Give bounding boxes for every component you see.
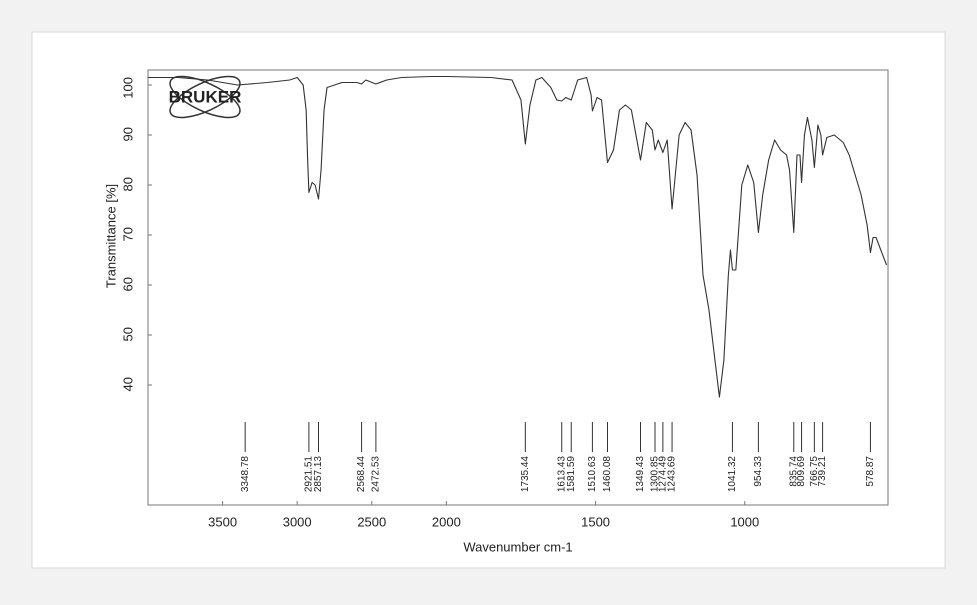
peak-label: 1735.44 (520, 456, 531, 493)
x-tick-label: 2000 (432, 514, 461, 529)
x-axis-label: Wavenumber cm-1 (463, 539, 572, 554)
y-axis-label: Transmittance [%] (103, 184, 118, 288)
y-tick-label: 70 (120, 227, 135, 241)
x-tick-label: 3000 (283, 514, 312, 529)
peak-label: 2857.13 (313, 456, 324, 493)
peak-label: 739.21 (817, 456, 828, 487)
peak-label: 578.87 (865, 456, 876, 487)
x-tick-label: 3500 (208, 514, 237, 529)
logo-text: BRUKER (169, 87, 242, 106)
peak-label: 2921.51 (304, 456, 315, 493)
x-tick-label: 1500 (581, 514, 610, 529)
y-tick-label: 90 (120, 127, 135, 141)
peak-label: 1460.08 (602, 456, 613, 493)
x-tick-label: 2500 (357, 514, 386, 529)
peak-label: 954.33 (753, 456, 764, 487)
spectrum-line (148, 75, 888, 398)
peak-label: 3348.78 (240, 456, 251, 493)
x-tick-label: 1000 (730, 514, 759, 529)
peak-label: 1510.63 (587, 456, 598, 493)
peak-label: 2472.53 (371, 456, 382, 493)
peak-label: 1349.43 (635, 456, 646, 493)
y-tick-label: 40 (120, 377, 135, 391)
peak-label: 1274.49 (658, 456, 669, 493)
peak-label: 1581.59 (566, 456, 577, 493)
peak-label: 766.75 (809, 456, 820, 487)
y-tick-label: 60 (120, 277, 135, 291)
y-tick-label: 50 (120, 327, 135, 341)
y-tick-label: 80 (120, 177, 135, 191)
plot-frame (147, 69, 889, 506)
peak-label: 1300.85 (650, 456, 661, 493)
y-tick-label: 100 (120, 77, 135, 99)
peak-label: 1041.32 (727, 456, 738, 493)
logo: BRUKER (169, 75, 242, 119)
paper (31, 31, 946, 569)
peak-label: 835.74 (788, 456, 799, 487)
peak-label: 2568.44 (356, 456, 367, 493)
peak-label: 1613.43 (556, 456, 567, 493)
peak-label: 809.69 (796, 456, 807, 487)
peak-label: 1243.69 (667, 456, 678, 493)
